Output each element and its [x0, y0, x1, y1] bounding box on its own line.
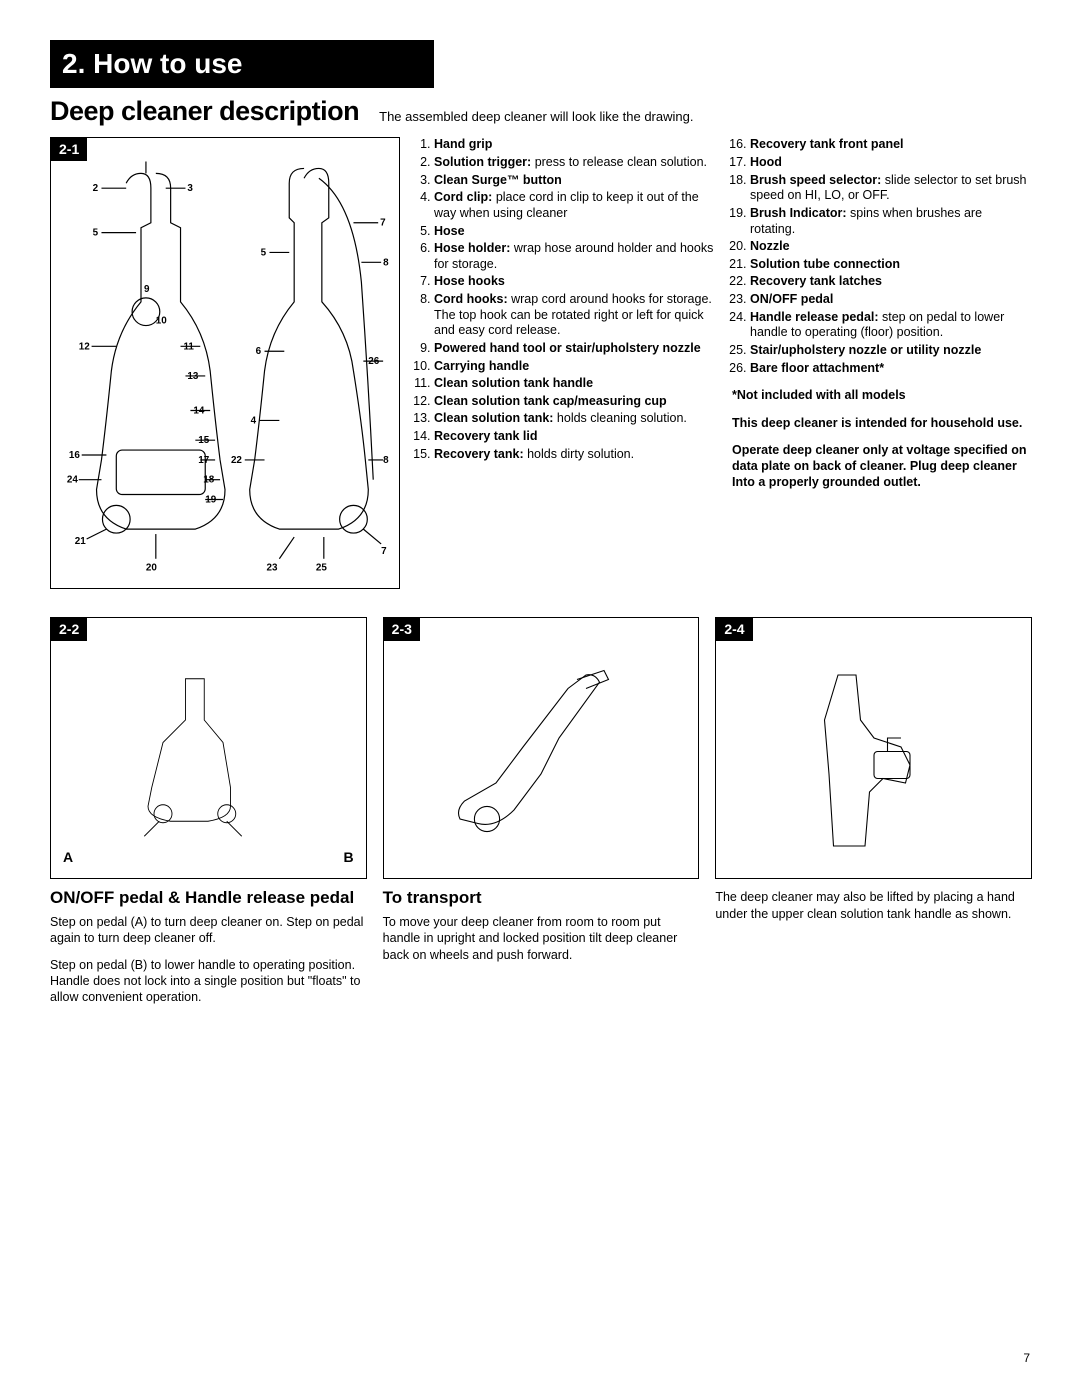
- svg-text:2: 2: [93, 184, 99, 195]
- part-item: Cord hooks: wrap cord around hooks for s…: [434, 292, 714, 339]
- part-item: Hand grip: [434, 137, 714, 153]
- svg-text:9: 9: [144, 284, 150, 295]
- svg-text:8: 8: [383, 258, 389, 269]
- svg-text:13: 13: [187, 371, 198, 382]
- svg-text:14: 14: [193, 406, 204, 417]
- svg-text:1: 1: [142, 160, 148, 163]
- part-item: Hose hooks: [434, 274, 714, 290]
- svg-text:5: 5: [93, 228, 99, 239]
- svg-text:24: 24: [67, 475, 78, 486]
- parts-list-right: Recovery tank front panel Hood Brush speed…: [732, 137, 1030, 589]
- part-item: Solution tube connection: [750, 257, 1030, 273]
- part-item: Solution trigger: press to release clean…: [434, 155, 714, 171]
- part-item: Recovery tank latches: [750, 274, 1030, 290]
- part-item: Recovery tank lid: [434, 429, 714, 445]
- part-item: Hood: [750, 155, 1030, 171]
- svg-text:22: 22: [231, 455, 242, 466]
- part-item: Clean solution tank cap/measuring cup: [434, 394, 714, 410]
- figure-2-1: 2-1 1 2 3 5 9 10 11 12 13 14 15 16: [50, 137, 400, 589]
- svg-text:10: 10: [156, 316, 167, 327]
- part-item: Brush Indicator: spins when brushes are …: [750, 206, 1030, 237]
- intro-text: The assembled deep cleaner will look lik…: [379, 109, 693, 130]
- part-item: Brush speed selector: slide selector to …: [750, 173, 1030, 204]
- section-banner: 2. How to use: [50, 40, 434, 88]
- part-item: Bare floor attachment*: [750, 361, 1030, 377]
- figure-tag: 2-3: [384, 618, 420, 640]
- section-2-2-p2: Step on pedal (B) to lower handle to ope…: [50, 957, 365, 1006]
- part-item: Hose holder: wrap hose around holder and…: [434, 241, 714, 272]
- household-note: This deep cleaner is intended for househ…: [732, 416, 1030, 432]
- figure-2-2: 2-2 A B: [50, 617, 367, 879]
- part-item: Handle release pedal: step on pedal to l…: [750, 310, 1030, 341]
- label-a: A: [63, 848, 73, 866]
- svg-text:25: 25: [316, 563, 327, 574]
- svg-text:5: 5: [261, 248, 267, 259]
- svg-text:7: 7: [380, 218, 386, 229]
- page-number: 7: [1023, 1351, 1030, 1367]
- svg-text:20: 20: [146, 563, 157, 574]
- svg-text:26: 26: [368, 357, 379, 368]
- svg-text:12: 12: [79, 342, 90, 353]
- parts-list-left: Hand grip Solution trigger: press to rele…: [416, 137, 714, 589]
- svg-text:17: 17: [198, 455, 209, 466]
- not-included-note: *Not included with all models: [732, 388, 1030, 404]
- part-item: Stair/upholstery nozzle or utility nozzl…: [750, 343, 1030, 359]
- section-2-2-p1: Step on pedal (A) to turn deep cleaner o…: [50, 914, 365, 947]
- svg-text:18: 18: [203, 475, 214, 486]
- svg-text:16: 16: [69, 450, 80, 461]
- section-2-3-p1: To move your deep cleaner from room to r…: [383, 914, 698, 963]
- page-subtitle: Deep cleaner description: [50, 94, 359, 129]
- part-item: Nozzle: [750, 239, 1030, 255]
- part-item: Carrying handle: [434, 359, 714, 375]
- svg-text:15: 15: [198, 436, 209, 447]
- svg-text:4: 4: [251, 416, 257, 427]
- part-item: Powered hand tool or stair/upholstery no…: [434, 341, 714, 357]
- svg-text:8: 8: [383, 455, 389, 466]
- part-item: Recovery tank: holds dirty solution.: [434, 447, 714, 463]
- part-item: ON/OFF pedal: [750, 292, 1030, 308]
- part-item: Recovery tank front panel: [750, 137, 1030, 153]
- voltage-warning: Operate deep cleaner only at voltage spe…: [732, 443, 1030, 490]
- svg-text:11: 11: [183, 342, 194, 353]
- figure-2-3: 2-3: [383, 617, 700, 879]
- part-item: Clean solution tank: holds cleaning solu…: [434, 411, 714, 427]
- figure-tag: 2-1: [51, 138, 87, 160]
- section-2-4-p1: The deep cleaner may also be lifted by p…: [715, 889, 1030, 922]
- svg-text:3: 3: [187, 184, 193, 195]
- svg-text:6: 6: [256, 347, 262, 358]
- label-b: B: [344, 848, 354, 866]
- svg-text:7: 7: [381, 546, 387, 557]
- svg-text:19: 19: [205, 495, 216, 506]
- diagram-2-1: 1 2 3 5 9 10 11 12 13 14 15 16 17 18 19 …: [57, 160, 393, 582]
- section-2-2-title: ON/OFF pedal & Handle release pedal: [50, 889, 365, 908]
- part-item: Clean Surge™ button: [434, 173, 714, 189]
- svg-text:21: 21: [75, 536, 86, 547]
- figure-2-4: 2-4: [715, 617, 1032, 879]
- figure-tag: 2-4: [716, 618, 752, 640]
- svg-text:23: 23: [267, 563, 278, 574]
- part-item: Cord clip: place cord in clip to keep it…: [434, 190, 714, 221]
- figure-tag: 2-2: [51, 618, 87, 640]
- part-item: Hose: [434, 224, 714, 240]
- part-item: Clean solution tank handle: [434, 376, 714, 392]
- section-2-3-title: To transport: [383, 889, 698, 908]
